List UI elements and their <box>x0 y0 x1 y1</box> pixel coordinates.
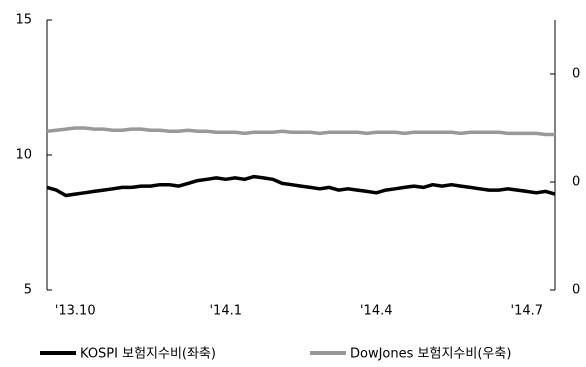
x-tick-label: '14.1 <box>209 304 242 319</box>
y-tick-label: 15 <box>15 13 32 28</box>
x-tick-label: '13.10 <box>55 304 96 319</box>
y2-tick-label: 0 <box>572 175 580 190</box>
y2-tick-label: 0 <box>572 67 580 82</box>
line-series <box>46 126 555 137</box>
legend-label: KOSPI 보험지수비(좌축) <box>80 347 216 362</box>
x-tick-label: '14.7 <box>511 304 544 319</box>
x-tick-label: '14.4 <box>360 304 393 319</box>
line-series <box>46 174 556 198</box>
y-tick-label: 5 <box>24 283 32 298</box>
legend-label: DowJones 보험지수비(우축) <box>350 347 511 362</box>
y2-tick-label: 0 <box>572 283 580 298</box>
y-tick-label: 10 <box>15 148 32 163</box>
